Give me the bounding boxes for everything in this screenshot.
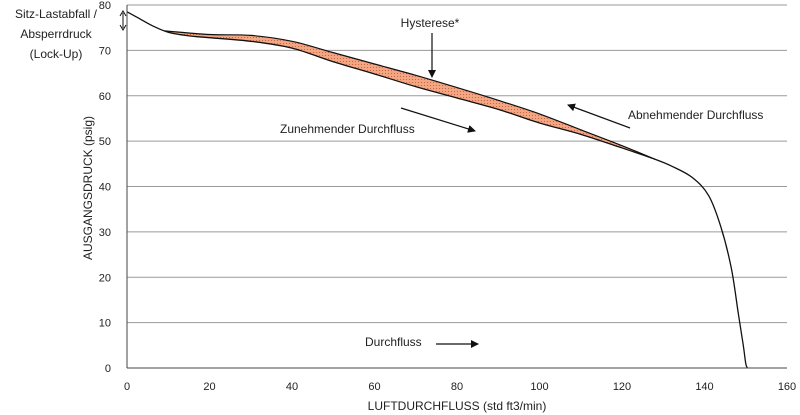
y-tick-labels: 0 10 20 30 40 50 60 70 80: [99, 0, 111, 375]
gridlines: [127, 4, 787, 324]
x-tick-label: 40: [286, 381, 298, 393]
x-tick-label: 100: [530, 381, 548, 393]
y-tick-label: 30: [99, 227, 111, 239]
lock-up-label-line-2: Absperrdruck: [20, 27, 92, 41]
x-tick-label: 20: [203, 381, 215, 393]
flow-label: Durchfluss: [365, 335, 422, 349]
x-tick-label: 120: [613, 381, 631, 393]
lock-up-indicator: [119, 10, 127, 31]
x-tick-label: 160: [778, 381, 796, 393]
lock-up-label: Sitz-Lastabfall / Absperrdruck (Lock-Up): [0, 4, 112, 64]
x-tick-labels: 0 20 40 60 80 100 120 140 160: [124, 381, 796, 393]
x-tick-label: 80: [451, 381, 463, 393]
lock-up-label-line-3: (Lock-Up): [29, 47, 83, 61]
x-tick-label: 140: [695, 381, 713, 393]
decreasing-flow-arrow: [567, 103, 631, 129]
axes: [126, 5, 787, 369]
x-tick-label: 60: [368, 381, 380, 393]
increasing-flow-curve: [126, 11, 749, 369]
decreasing-flow-label: Abnehmender Durchfluss: [628, 108, 763, 122]
increasing-flow-arrow: [400, 107, 476, 133]
y-tick-label: 10: [99, 318, 111, 330]
y-axis-title: AUSGANGSDRUCK (psig): [81, 116, 95, 260]
lock-up-label-line-1: Sitz-Lastabfall /: [14, 7, 98, 21]
y-tick-label: 20: [99, 272, 111, 284]
y-tick-label: 70: [99, 45, 111, 57]
y-tick-label: 60: [99, 91, 111, 103]
x-tick-label: 0: [124, 381, 130, 393]
y-tick-label: 80: [99, 0, 111, 12]
y-tick-label: 50: [99, 136, 111, 148]
series-layer: [126, 11, 749, 369]
y-tick-label: 40: [99, 182, 111, 194]
y-tick-label: 0: [105, 363, 111, 375]
x-axis-title: LUFTDURCHFLUSS (std ft3/min): [368, 399, 547, 413]
decreasing-flow-curve: [164, 30, 656, 160]
hysteresis-label: Hysterese*: [401, 16, 460, 30]
increasing-flow-label: Zunehmender Durchfluss: [280, 122, 415, 136]
